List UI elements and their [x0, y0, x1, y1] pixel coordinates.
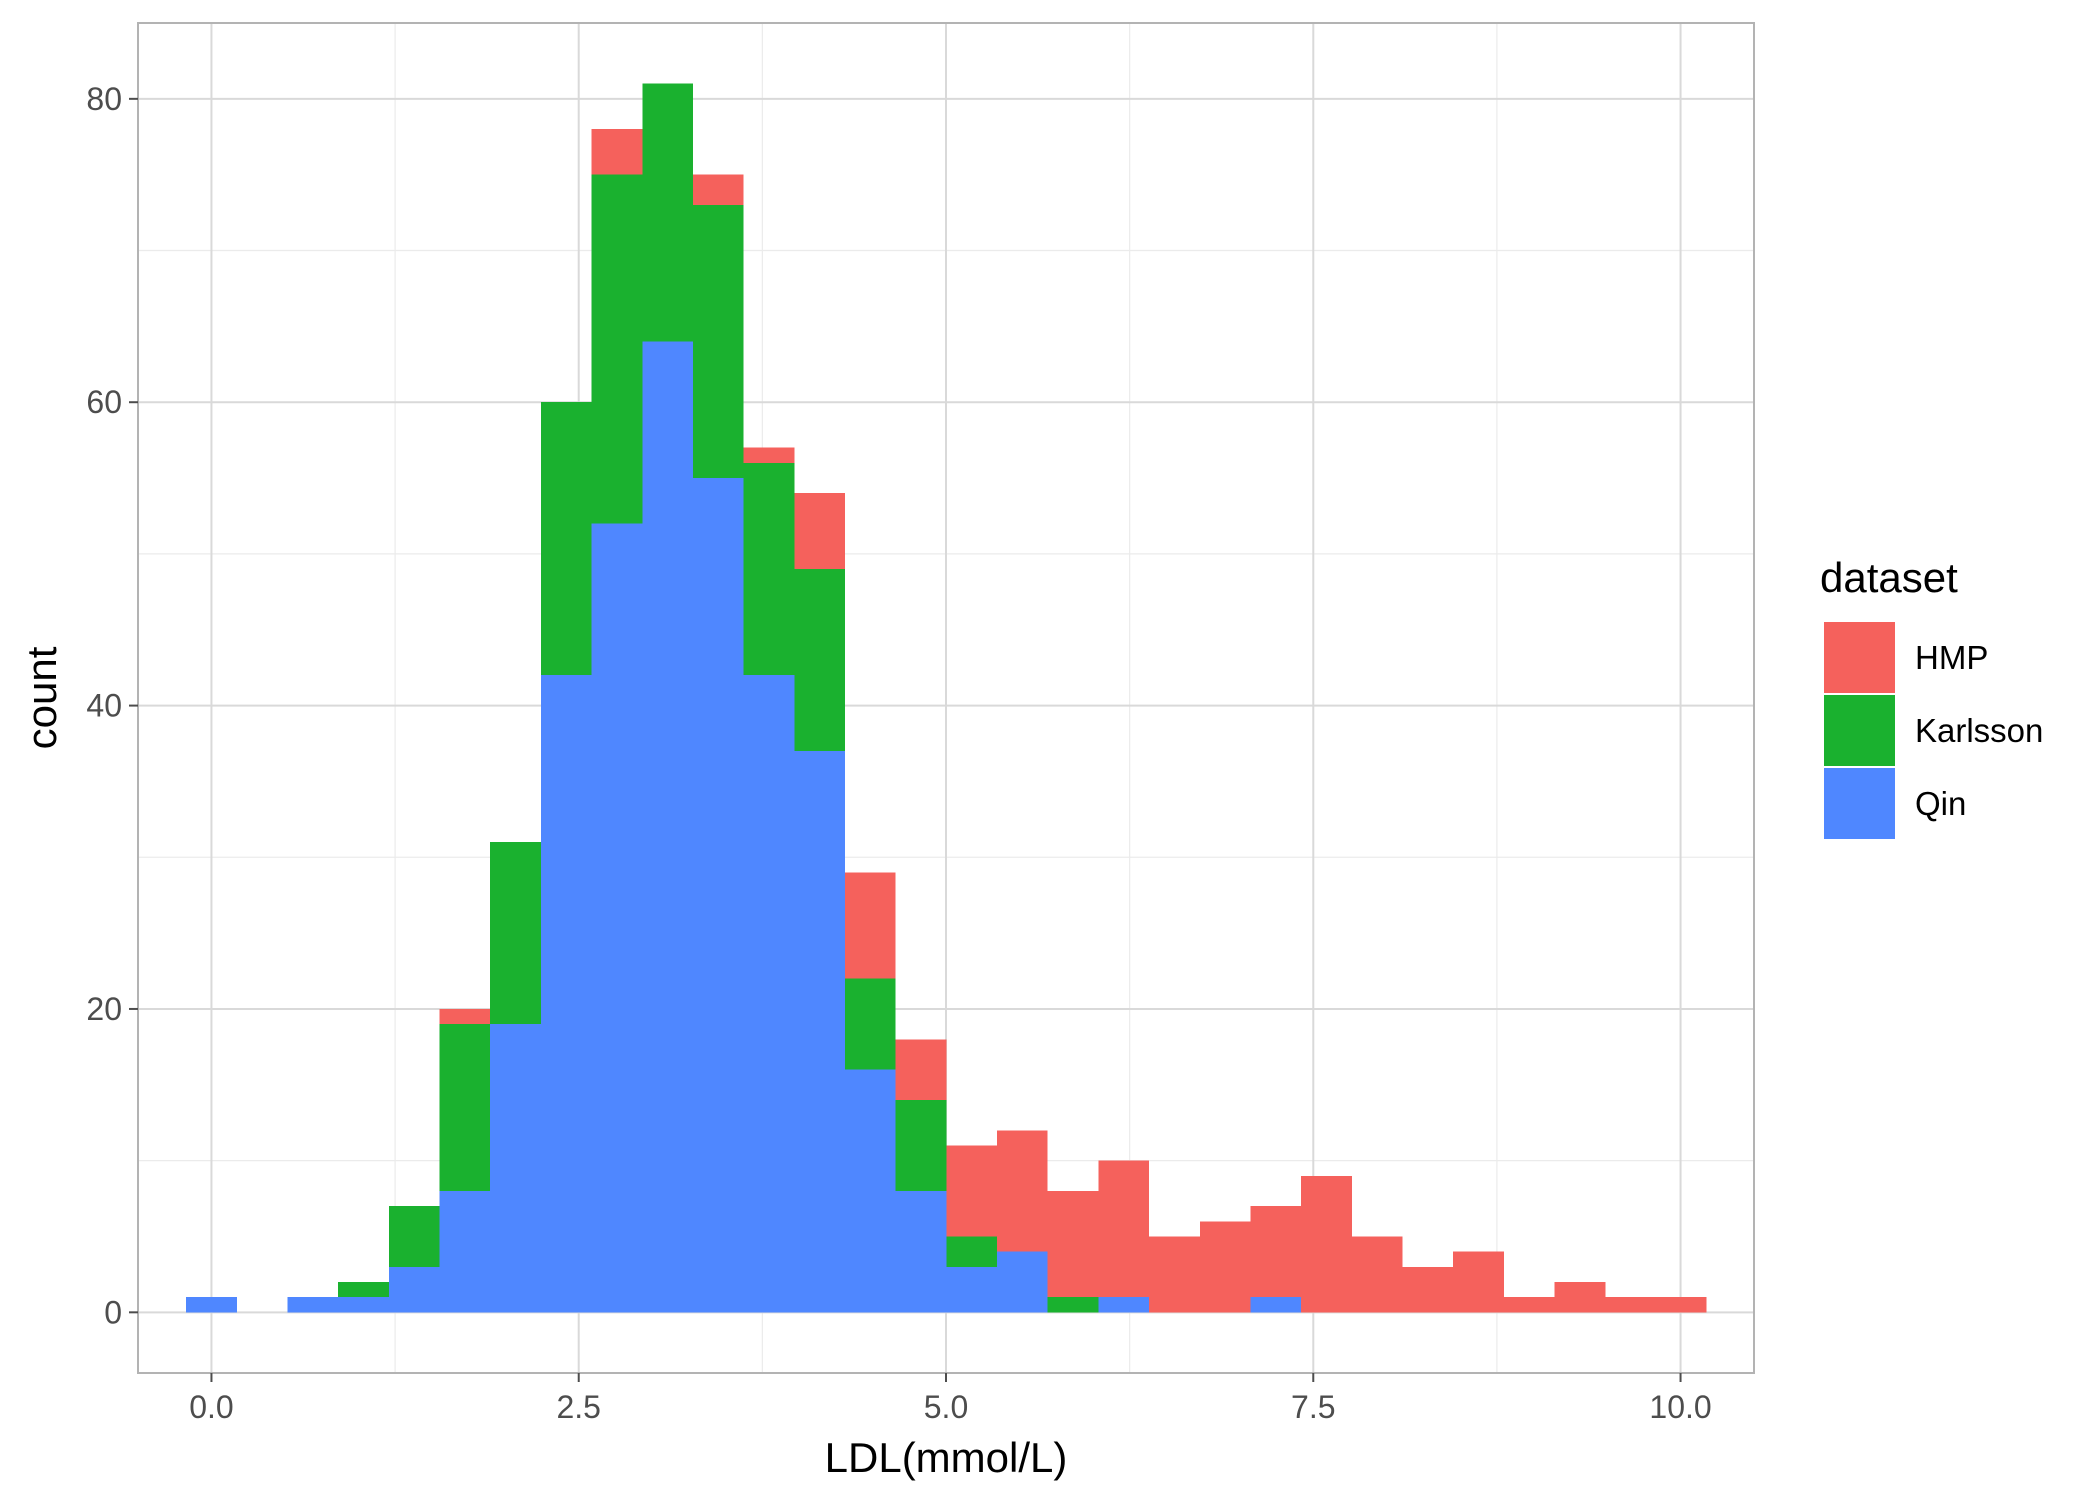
y-tick-label: 40: [86, 688, 122, 724]
x-tick-label: 5.0: [924, 1389, 968, 1425]
bar-qin: [1250, 1297, 1302, 1313]
bar-karlsson: [490, 842, 541, 1025]
bar-qin: [845, 1069, 896, 1313]
bar-qin: [338, 1297, 389, 1313]
bar-qin: [186, 1297, 237, 1313]
y-tick-label: 80: [86, 81, 122, 117]
legend-label-hmp: HMP: [1915, 639, 1988, 676]
legend-key-karlsson: [1824, 695, 1895, 766]
bar-qin: [692, 478, 744, 1313]
bar-qin: [642, 341, 693, 1313]
bar-karlsson: [439, 1024, 491, 1191]
bar-karlsson: [946, 1236, 998, 1267]
bar-hmp: [1098, 1160, 1150, 1298]
bar-hmp: [997, 1130, 1048, 1252]
bar-hmp: [794, 493, 845, 570]
y-axis-title: count: [18, 646, 65, 749]
bar-karlsson: [338, 1281, 389, 1298]
bar-qin: [540, 675, 592, 1313]
bar-hmp: [1250, 1206, 1302, 1298]
bar-hmp: [845, 872, 896, 979]
bar-hmp: [743, 447, 795, 463]
legend-key-qin: [1824, 768, 1895, 839]
bar-karlsson: [794, 569, 845, 752]
bar-karlsson: [540, 402, 592, 676]
x-tick-label: 7.5: [1291, 1389, 1335, 1425]
legend-title: dataset: [1820, 554, 1958, 601]
x-axis-ticks: 0.0 2.5 5.0 7.5 10.0: [189, 1373, 1712, 1425]
bar-hmp: [1605, 1297, 1656, 1313]
bar-qin: [997, 1251, 1048, 1313]
legend-label-qin: Qin: [1915, 785, 1966, 822]
x-tick-label: 10.0: [1649, 1389, 1711, 1425]
bar-hmp: [1503, 1297, 1555, 1313]
bar-karlsson: [895, 1099, 947, 1191]
bar-hmp: [1301, 1175, 1352, 1313]
x-axis-title: LDL(mmol/L): [825, 1434, 1068, 1481]
histogram-bars: [186, 83, 1707, 1313]
major-gridlines: [138, 23, 1754, 1373]
bar-karlsson: [388, 1206, 440, 1267]
bar-karlsson: [1047, 1297, 1099, 1313]
bar-qin: [743, 675, 795, 1313]
bar-karlsson: [642, 83, 693, 342]
bar-karlsson: [743, 462, 795, 676]
y-axis-ticks: 0 20 40 60 80: [86, 81, 138, 1330]
legend-label-karlsson: Karlsson: [1915, 712, 2043, 749]
bar-qin: [439, 1190, 491, 1313]
bar-hmp: [692, 174, 744, 206]
bar-hmp: [895, 1039, 947, 1100]
bar-qin: [794, 751, 845, 1313]
bar-hmp: [1554, 1281, 1606, 1313]
bar-hmp: [439, 1008, 491, 1025]
bar-qin: [1098, 1297, 1150, 1313]
bar-qin: [895, 1190, 947, 1313]
bar-qin: [490, 1024, 541, 1313]
legend: dataset HMP Karlsson Qin: [1820, 554, 2043, 839]
bar-karlsson: [845, 978, 896, 1070]
legend-key-hmp: [1824, 622, 1895, 693]
y-tick-label: 20: [86, 991, 122, 1027]
x-tick-label: 0.0: [189, 1389, 233, 1425]
bar-hmp: [1402, 1266, 1454, 1313]
bar-hmp: [1453, 1251, 1504, 1313]
y-tick-label: 60: [86, 384, 122, 420]
bar-karlsson: [591, 174, 643, 524]
bar-qin: [946, 1266, 998, 1313]
bar-hmp: [591, 129, 643, 175]
bar-hmp: [1655, 1297, 1707, 1313]
x-tick-label: 2.5: [556, 1389, 600, 1425]
bar-hmp: [946, 1145, 998, 1237]
bar-qin: [287, 1297, 339, 1313]
y-tick-label: 0: [104, 1294, 122, 1330]
bar-qin: [388, 1266, 440, 1313]
bar-hmp: [1149, 1236, 1200, 1313]
bar-hmp: [1047, 1190, 1099, 1298]
bar-qin: [591, 523, 643, 1313]
bar-hmp: [1351, 1236, 1403, 1313]
bar-karlsson: [692, 205, 744, 479]
bar-hmp: [1199, 1221, 1251, 1313]
